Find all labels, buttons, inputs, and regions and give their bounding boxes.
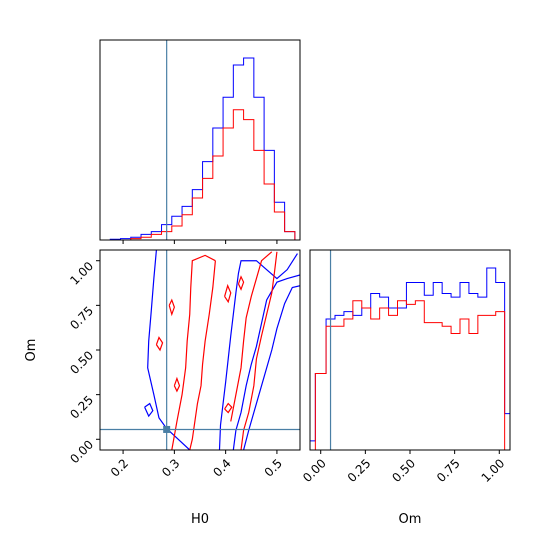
contour-1-5 (168, 298, 175, 317)
joint-xticks: 0.2 0.3 0.4 0.5 (108, 450, 285, 480)
om-xtick-label-3: 0.75 (434, 456, 463, 485)
contour-0-2 (232, 274, 300, 450)
contour-0-4 (144, 402, 154, 418)
om-marginal-xticks: 0.00 0.25 0.50 0.75 1.00 (300, 450, 507, 485)
joint-ytick-label-2: 0.50 (67, 348, 96, 377)
contour-1-6 (224, 283, 232, 304)
joint-ylabel: Om (24, 339, 39, 362)
hist-series-0 (100, 57, 300, 241)
om-xtick-label-1: 0.25 (345, 456, 374, 485)
om-marginal-frame (309, 249, 511, 451)
om-xtick-label-2: 0.50 (389, 456, 418, 485)
om-marginal-marks (309, 267, 511, 451)
joint-ytick-label-4: 1.00 (67, 259, 96, 288)
joint-panel: 0.2 0.3 0.4 0.5 0.00 0.25 0.50 0.75 1.00 H0 Om (24, 249, 301, 527)
joint-xtick-label-3: 0.5 (262, 456, 285, 479)
contour-1-1 (189, 260, 216, 450)
joint-ytick-label-3: 0.75 (67, 304, 96, 333)
joint-xtick-label-0: 0.2 (108, 456, 131, 479)
om-xtick-label-4: 1.00 (479, 456, 508, 485)
om-xlabel: Om (399, 512, 422, 527)
h0-marginal-xticks (122, 240, 278, 244)
joint-ytick-label-1: 0.25 (67, 393, 96, 422)
om-xtick-label-0: 0.00 (300, 456, 329, 485)
joint-xlabel: H0 (191, 512, 209, 527)
joint-xtick-label-1: 0.3 (159, 456, 182, 479)
h0-marginal-marks (100, 57, 300, 241)
joint-xtick-label-2: 0.4 (210, 456, 233, 479)
joint-truth-marker (163, 425, 171, 433)
joint-ytick-label-0: 0.00 (67, 438, 96, 467)
contour-1-4 (224, 402, 233, 414)
h0-marginal-panel (99, 39, 301, 244)
joint-contours (144, 250, 300, 450)
contour-0-3 (243, 285, 300, 450)
joint-yticks: 0.00 0.25 0.50 0.75 1.00 (67, 259, 100, 466)
hist-series-1 (310, 300, 510, 451)
contour-1-7 (237, 275, 245, 291)
hist-series-0 (309, 267, 511, 450)
contour-1-2 (240, 251, 278, 450)
contour-1-8 (155, 336, 164, 352)
contour-1-9 (173, 376, 181, 393)
contour-1-3 (230, 251, 273, 422)
contour-1-0 (171, 254, 216, 450)
joint-frame (99, 249, 301, 451)
om-marginal-panel: 0.00 0.25 0.50 0.75 1.00 Om (300, 249, 511, 527)
hist-series-1 (100, 109, 300, 241)
h0-marginal-frame (99, 39, 301, 241)
contour-0-0 (147, 250, 191, 450)
